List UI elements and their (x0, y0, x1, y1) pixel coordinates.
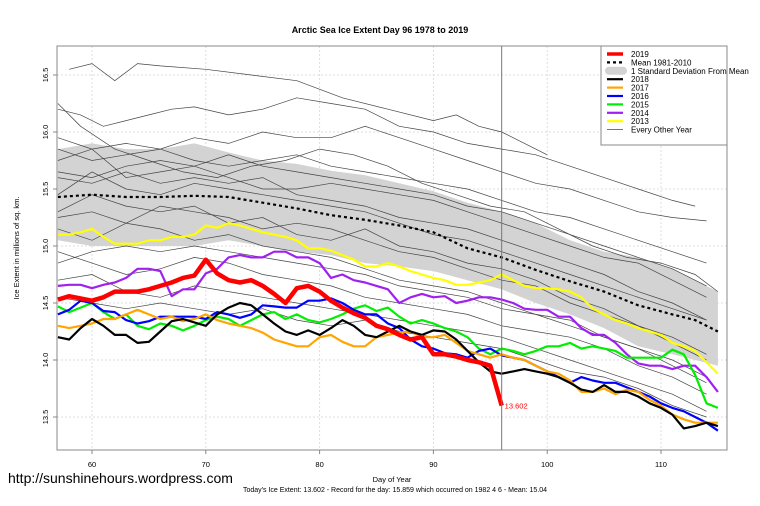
every-other-year-line (57, 171, 707, 321)
legend-label: 2013 (631, 117, 649, 126)
legend-item: 2016 (607, 92, 649, 101)
x-tick-label: 60 (88, 460, 96, 469)
series-line-2014 (57, 250, 719, 393)
every-other-year-line (57, 154, 707, 287)
x-axis: 60 70 80 90 100 110 (88, 450, 667, 469)
every-other-year-line (57, 194, 707, 355)
legend-item: 2015 (607, 100, 649, 109)
legend-label: 2014 (631, 109, 649, 118)
legend-label: 2018 (631, 75, 649, 84)
legend-item: 2018 (607, 75, 649, 84)
every-other-year-line (57, 97, 696, 207)
legend-label: 2019 (631, 50, 649, 59)
every-other-year-line (57, 103, 719, 292)
legend-item: Every Other Year (607, 126, 692, 135)
std-band (57, 143, 718, 366)
year-series (57, 222, 719, 432)
y-tick-label: 16.5 (41, 68, 50, 83)
legend-item: 2019 (607, 50, 649, 59)
legend-label: 1 Standard Deviation From Mean (631, 67, 749, 76)
every-other-year-line (69, 63, 548, 156)
series-line-2017 (57, 308, 718, 424)
std-band-area (57, 143, 718, 366)
x-tick-label: 80 (315, 460, 323, 469)
every-other-year-line (57, 148, 707, 264)
legend-label: Mean 1981-2010 (631, 58, 692, 67)
legend-item: 2014 (607, 109, 649, 118)
x-axis-label: Day of Year (373, 475, 412, 484)
x-tick-label: 70 (202, 460, 210, 469)
series-line-2019 (57, 257, 504, 407)
series-line-2013 (57, 222, 719, 375)
x-tick-label: 100 (541, 460, 554, 469)
legend-item: 2017 (607, 84, 649, 93)
y-tick-label: 14.0 (41, 353, 50, 368)
legend-label: 2017 (631, 84, 649, 93)
y-tick-label: 15.0 (41, 239, 50, 254)
current-value-label: 13.602 (505, 402, 528, 411)
every-other-year-line (57, 171, 707, 321)
plot-frame (56, 45, 728, 451)
mean-1981-2010-line (57, 193, 719, 333)
y-axis: 13.5 14.0 14.5 15.0 15.5 16.0 16.5 (41, 68, 57, 425)
x-tick-label: 90 (429, 460, 437, 469)
y-tick-label: 15.5 (41, 182, 50, 197)
legend-label: 2015 (631, 100, 649, 109)
x-tick-label: 110 (655, 460, 667, 469)
legend-item: 1 Standard Deviation From Mean (605, 66, 749, 76)
chart-title: Arctic Sea Ice Extent Day 96 1978 to 201… (292, 25, 469, 35)
legend-item: Mean 1981-2010 (607, 58, 692, 67)
legend-label: 2016 (631, 92, 649, 101)
y-tick-label: 16.0 (41, 125, 50, 140)
y-tick-label: 13.5 (41, 410, 50, 425)
every-other-year-line (57, 148, 707, 298)
every-other-year-line (57, 274, 707, 412)
legend-label: Every Other Year (631, 126, 692, 135)
watermark: http://sunshinehours.wordpress.com (8, 470, 233, 486)
every-other-year-line (57, 125, 707, 222)
legend-item: 2013 (607, 117, 649, 126)
legend-swatch (605, 66, 627, 75)
chart-subtitle: Today's Ice Extent: 13.602 - Record for … (243, 487, 547, 494)
y-tick-label: 14.5 (41, 296, 50, 311)
y-axis-label: Ice Extent in millions of sq. km. (12, 197, 21, 300)
mean-line (57, 193, 719, 333)
